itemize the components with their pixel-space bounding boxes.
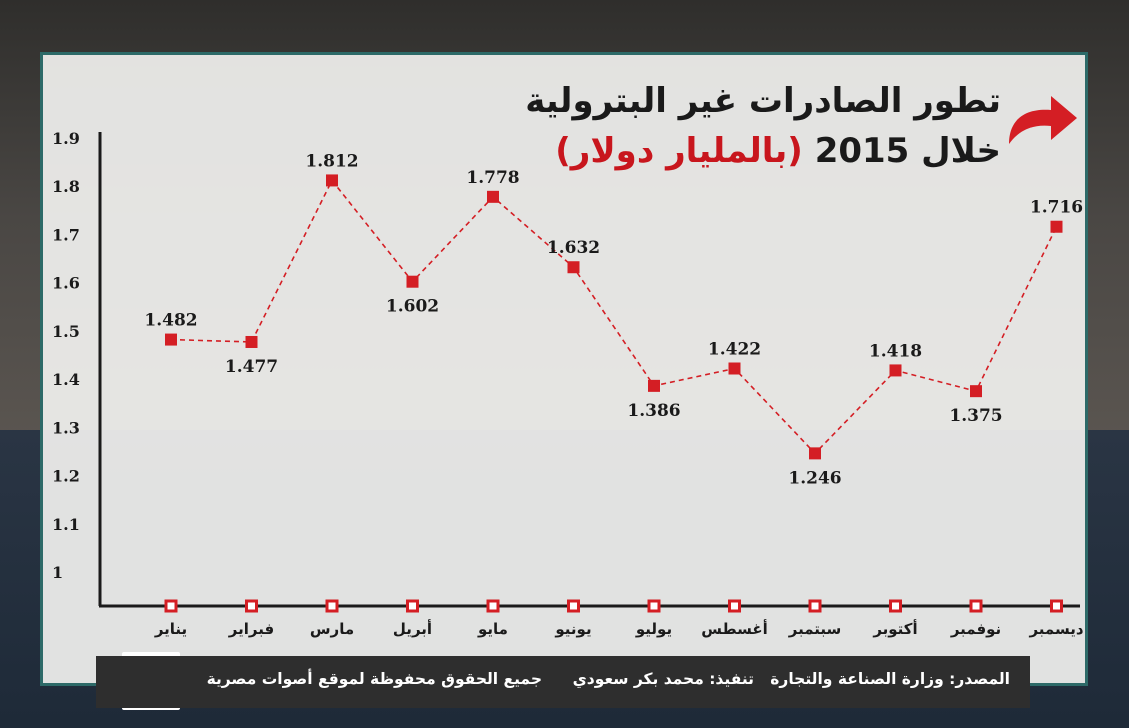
x-tick-label: ديسمبر [1028, 620, 1083, 638]
y-tick-label: 1.4 [52, 370, 80, 389]
y-tick-label: 1.2 [52, 467, 80, 486]
data-point [728, 362, 741, 375]
data-point [567, 261, 580, 274]
data-label: 1.418 [869, 341, 922, 361]
x-tick-label: يونيو [554, 620, 591, 638]
x-tick-label: سبتمبر [788, 620, 842, 638]
x-tick-label: يناير [154, 620, 187, 638]
x-tick-label: نوفمبر [950, 620, 1001, 638]
x-tick-marker [728, 599, 741, 613]
data-point [809, 447, 821, 460]
title-year: خلال 2015 [814, 131, 1001, 171]
data-point [406, 275, 419, 288]
x-tick-marker [406, 599, 419, 613]
data-point [648, 379, 660, 392]
x-tick-marker [325, 599, 339, 613]
y-tick-label: 1.5 [52, 322, 80, 341]
x-tick-marker [164, 599, 178, 613]
x-tick-marker [1050, 599, 1063, 613]
y-tick-label: 1.1 [52, 515, 80, 534]
title-line-1: تطور الصادرات غير البترولية [525, 81, 1001, 121]
x-tick-marker [969, 599, 983, 613]
x-tick-label: أغسطس [701, 619, 767, 638]
data-label: 1.375 [949, 406, 1002, 426]
curved-arrow-icon [1009, 96, 1077, 144]
y-tick-label: 1 [52, 563, 63, 582]
chart-panel [40, 52, 1088, 686]
x-tick-marker [808, 599, 822, 613]
footer-bar: المصدر: وزارة الصناعة والتجارة تنفيذ: مح… [96, 656, 1030, 708]
x-tick-label: مارس [310, 620, 354, 638]
title-unit: (بالمليار دولار) [555, 131, 803, 171]
x-tick-marker [647, 599, 661, 613]
data-point [165, 333, 177, 346]
x-tick-label: أبريل [393, 619, 432, 638]
data-label: 1.477 [225, 357, 278, 377]
chart-title: تطور الصادرات غير البترولية خلال 2015 (ب… [481, 76, 1001, 176]
footer-source: المصدر: وزارة الصناعة والتجارة [770, 670, 1010, 688]
data-label: 1.602 [386, 297, 439, 317]
footer-rights: جميع الحقوق محفوظة لموقع أصوات مصرية [206, 670, 542, 688]
data-point [326, 174, 338, 187]
data-label: 1.422 [708, 340, 761, 360]
x-tick-label: مايو [477, 620, 508, 638]
x-tick-label: يوليو [635, 620, 672, 638]
title-line-2: خلال 2015 (بالمليار دولار) [481, 126, 1001, 176]
series-line [170, 178, 1058, 455]
y-tick-label: 1.3 [52, 418, 80, 437]
x-tick-label: أكتوبر [872, 619, 917, 638]
data-point [889, 364, 902, 377]
x-tick-marker [567, 599, 580, 613]
y-tick-label: 1.7 [52, 225, 80, 244]
data-label: 1.386 [627, 401, 680, 421]
data-label: 1.482 [144, 311, 197, 331]
y-tick-label: 1.6 [52, 274, 80, 293]
data-point [245, 335, 258, 348]
x-tick-marker [245, 599, 258, 613]
y-tick-label: 1.9 [52, 129, 80, 148]
x-tick-label: فبراير [228, 620, 274, 638]
data-label: 1.812 [305, 151, 358, 171]
x-tick-marker [889, 599, 902, 613]
data-label: 1.716 [1030, 198, 1083, 218]
y-tick-label: 1.8 [52, 177, 80, 196]
footer-design: تنفيذ: محمد بكر سعودي [572, 670, 754, 688]
data-point [487, 190, 499, 203]
data-point [970, 385, 982, 398]
data-point [1050, 220, 1063, 233]
data-label: 1.632 [547, 238, 600, 258]
data-label: 1.778 [466, 168, 519, 188]
x-tick-marker [486, 599, 500, 613]
data-label: 1.246 [788, 468, 841, 488]
